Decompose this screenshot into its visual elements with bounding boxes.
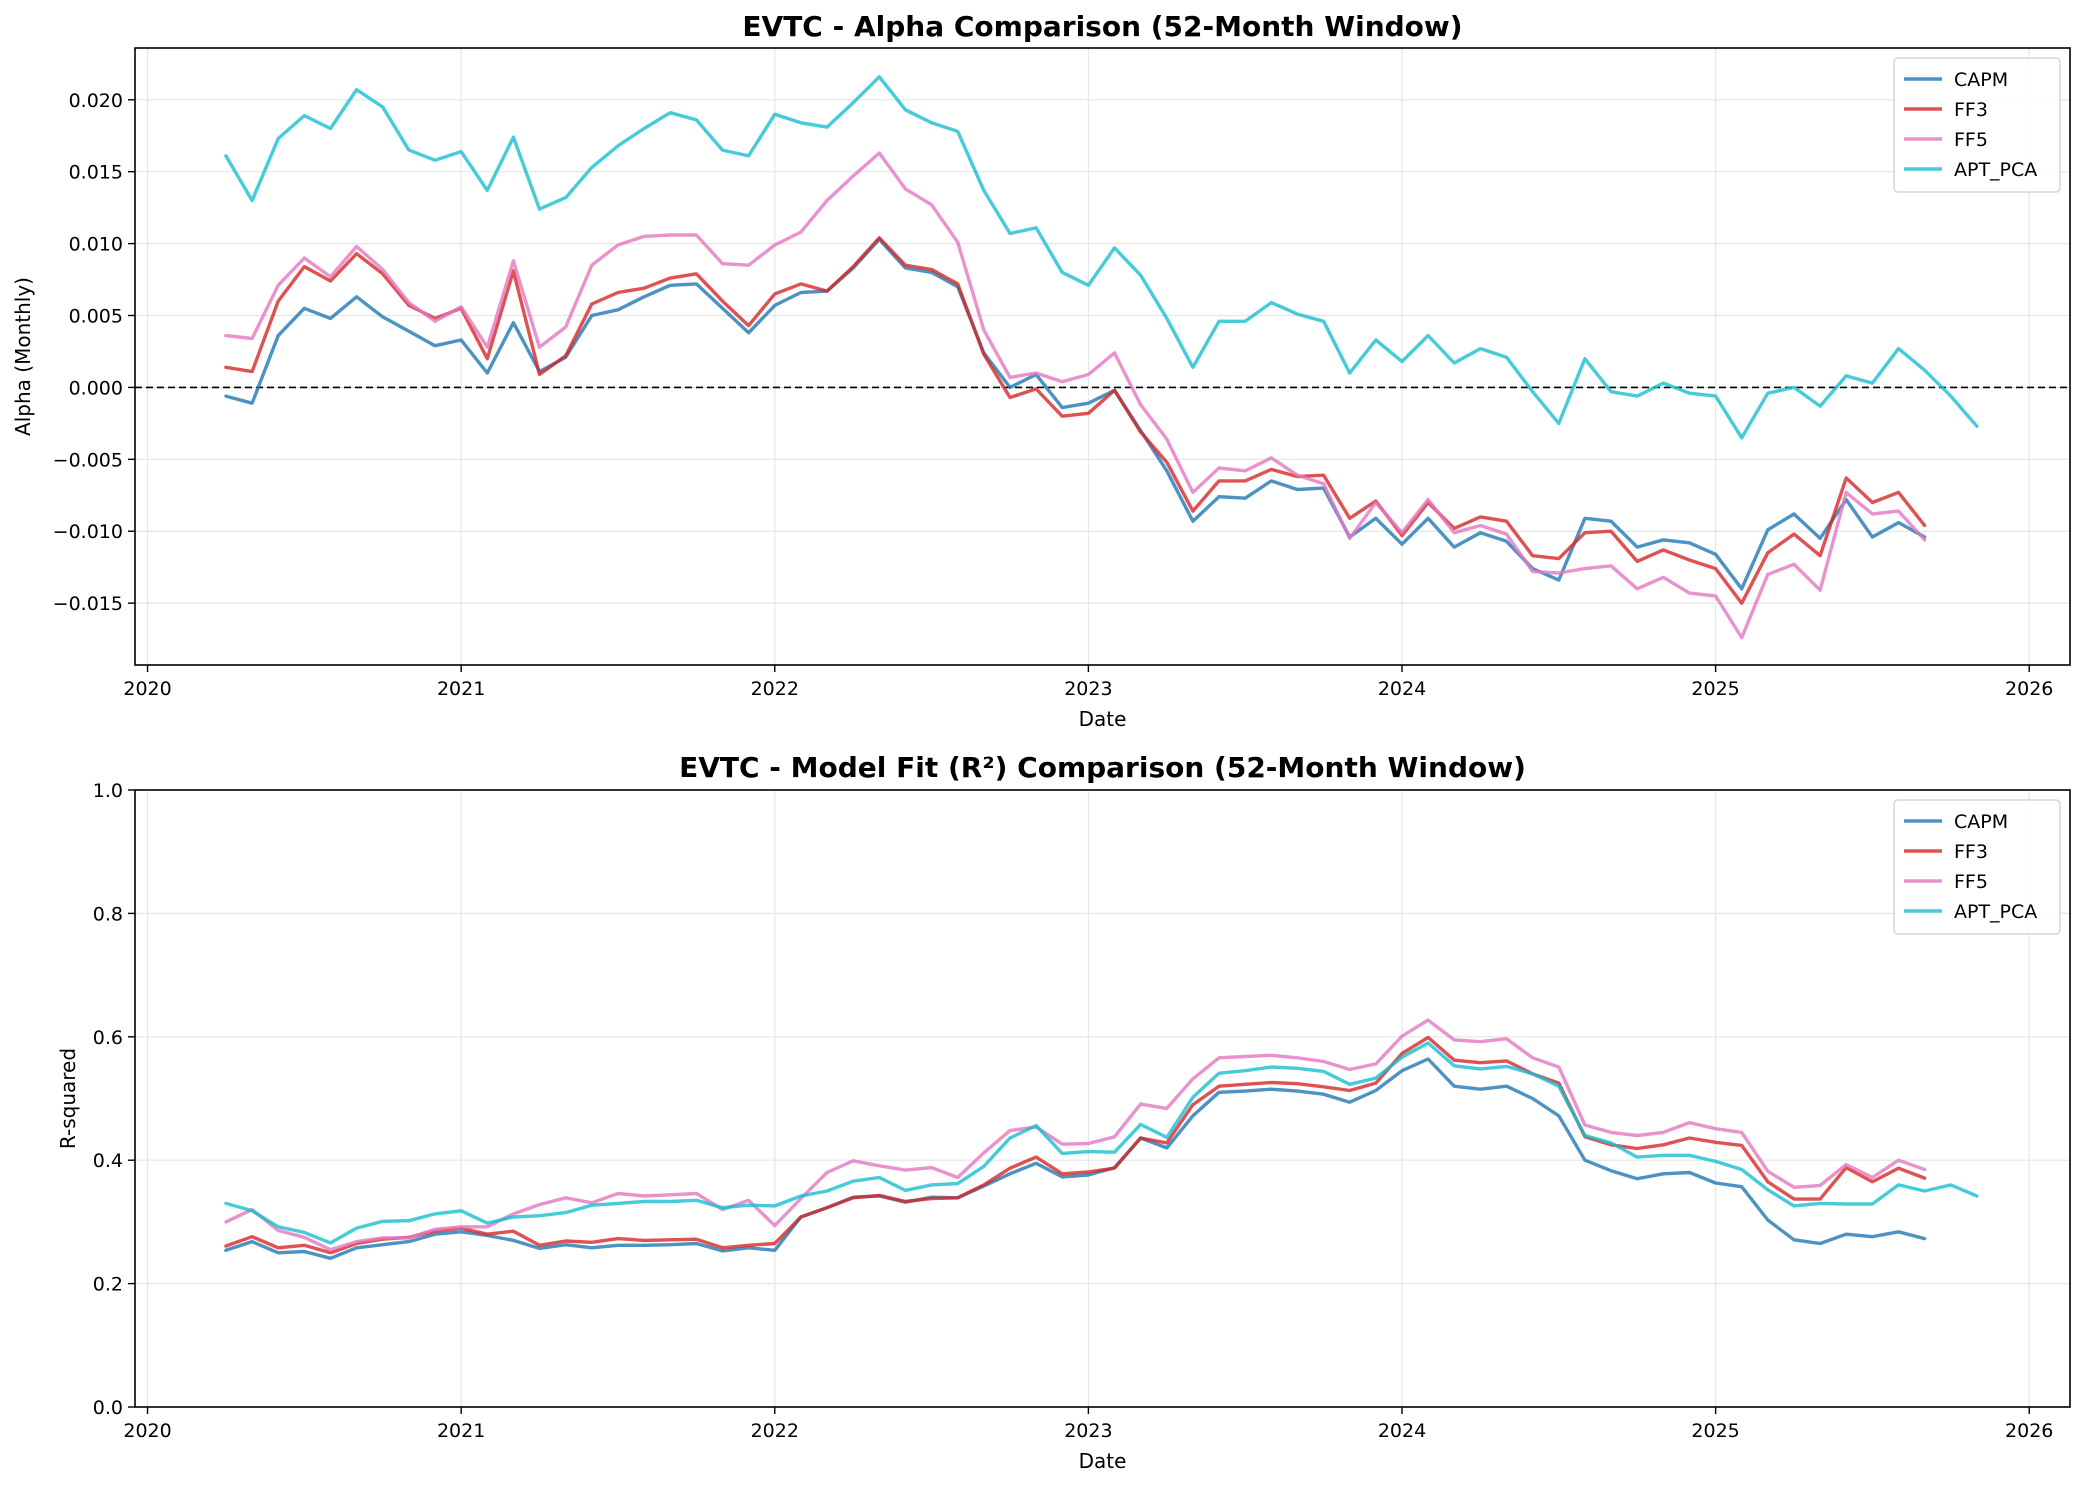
alpha-series-line-ff3 [224,236,1927,605]
rsquared-y-tick-label: 0.6 [93,1027,123,1049]
rsquared-x-tick-label: 2022 [751,1420,799,1442]
rsquared-legend-label-capm: CAPM [1954,811,2008,833]
rsquared-series-line-apt-pca [224,1041,1979,1245]
alpha-legend: CAPM FF3 FF5 APT_PCA [1893,57,2061,193]
rsquared-series-line-capm [224,1057,1927,1261]
alpha-chart-title: EVTC - Alpha Comparison (52-Month Window… [742,10,1462,43]
alpha-plot-frame [134,47,2071,666]
rsquared-y-tick-label: 0.8 [93,903,123,925]
alpha-x-tick-label: 2024 [1378,678,1426,700]
alpha-y-tick-label: −0.005 [53,449,123,471]
alpha-x-tick-label: 2020 [123,678,171,700]
alpha-series-line-ff5 [224,151,1927,640]
rsquared-x-tick-label: 2023 [1064,1420,1112,1442]
rsquared-y-tick-label: 0.4 [93,1150,123,1172]
alpha-legend-label-ff5: FF5 [1954,129,1988,151]
alpha-legend-label-apt-pca: APT_PCA [1954,159,2037,181]
alpha-panel: 2020 2021 2022 2023 2024 2025 2026 −0.015 −0.01… [11,10,2071,731]
alpha-x-tick-label: 2023 [1064,678,1112,700]
alpha-y-axis-label: Alpha (Monthly) [11,277,35,436]
rsquared-series-line-ff3 [224,1035,1927,1255]
alpha-series-line-capm [224,237,1927,591]
alpha-y-tick-label: 0.010 [69,234,123,256]
alpha-x-axis-label: Date [1079,707,1127,731]
alpha-legend-box [1893,57,2061,193]
rsquared-y-axis-label: R-squared [56,1048,80,1149]
alpha-legend-label-ff3: FF3 [1954,99,1988,121]
rsquared-y-tick-label: 0.2 [93,1274,123,1296]
rsquared-y-tick-label: 0.0 [93,1397,123,1419]
rsquared-legend-label-ff3: FF3 [1954,841,1988,863]
rsquared-chart-title: EVTC - Model Fit (R²) Comparison (52-Mon… [679,751,1526,784]
rsquared-legend: CAPM FF3 FF5 APT_PCA [1893,799,2061,935]
rsquared-x-tick-label: 2024 [1378,1420,1426,1442]
alpha-y-tick-label: 0.005 [69,306,123,328]
rsquared-legend-label-ff5: FF5 [1954,871,1988,893]
alpha-x-tick-label: 2026 [2005,678,2053,700]
rsquared-y-tick-label: 1.0 [93,780,123,802]
rsquared-x-tick-label: 2026 [2005,1420,2053,1442]
alpha-series-line-apt-pca [224,75,1979,440]
rsquared-x-tick-label: 2025 [1691,1420,1739,1442]
alpha-y-tick-label: 0.000 [69,377,123,399]
rsquared-plot-frame [134,789,2071,1408]
alpha-y-tick-label: 0.015 [69,162,123,184]
rsquared-panel: 2020 2021 2022 2023 2024 2025 2026 0.0 0.2 0.4 0.… [56,751,2071,1473]
alpha-y-tick-label: 0.020 [69,90,123,112]
alpha-y-tick-label: −0.010 [53,521,123,543]
alpha-legend-label-capm: CAPM [1954,69,2008,91]
rsquared-x-tick-label: 2020 [123,1420,171,1442]
alpha-x-tick-label: 2025 [1691,678,1739,700]
rsquared-x-tick-label: 2021 [437,1420,485,1442]
rsquared-legend-box [1893,799,2061,935]
alpha-x-tick-label: 2021 [437,678,485,700]
rsquared-x-axis-label: Date [1079,1449,1127,1473]
alpha-x-tick-label: 2022 [751,678,799,700]
rsquared-series-line-ff5 [224,1018,1927,1252]
alpha-y-tick-label: −0.015 [53,593,123,615]
rsquared-legend-label-apt-pca: APT_PCA [1954,901,2037,923]
